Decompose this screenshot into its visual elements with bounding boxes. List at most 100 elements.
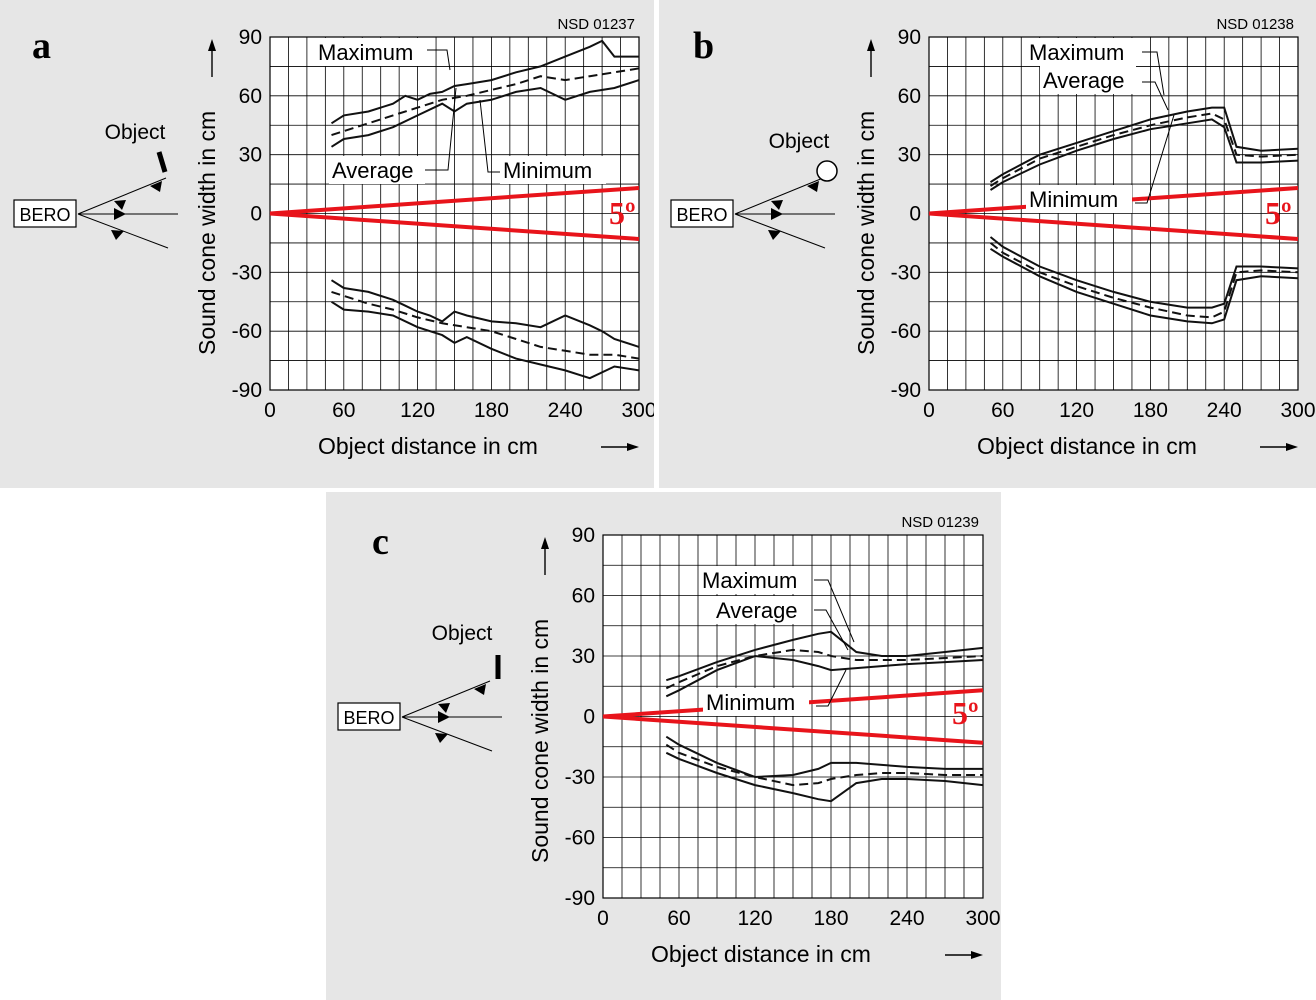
y-axis-label: Sound cone width in cm bbox=[194, 111, 220, 355]
curve-label-minimum: Minimum bbox=[706, 690, 795, 715]
x-axis-label: Object distance in cm bbox=[651, 941, 871, 967]
panel-label-c: c bbox=[372, 521, 389, 563]
x-tick-label: 240 bbox=[1207, 399, 1242, 422]
series-maximum-lower bbox=[665, 751, 984, 803]
label-bg-average bbox=[1040, 66, 1136, 94]
x-tick-label: 180 bbox=[1133, 399, 1168, 422]
x-tick-label: 0 bbox=[597, 907, 609, 930]
arrowhead-center bbox=[114, 208, 126, 220]
x-tick-label: 180 bbox=[474, 399, 509, 422]
x-tick-label: 300 bbox=[1280, 399, 1315, 422]
y-tick-label: -30 bbox=[891, 261, 921, 284]
x-tick-label: 240 bbox=[548, 399, 583, 422]
cone-line-lower bbox=[602, 714, 984, 745]
curve-labels: Maximum Average Minimum bbox=[315, 38, 606, 184]
y-tick-label: 0 bbox=[250, 203, 262, 226]
leader-minimum bbox=[816, 669, 847, 707]
x-tick-label: 60 bbox=[667, 907, 690, 930]
x-tick-label: 60 bbox=[991, 399, 1014, 422]
arrowhead-upper-return bbox=[438, 703, 450, 713]
curve-label-minimum: Minimum bbox=[503, 158, 592, 183]
x-tick-label: 60 bbox=[332, 399, 355, 422]
leader-average bbox=[1142, 81, 1169, 111]
object-circle bbox=[816, 160, 838, 182]
leader-maximum bbox=[1142, 51, 1165, 96]
cone-angle-label: 5º bbox=[1265, 195, 1292, 231]
leader-minimum bbox=[479, 99, 500, 173]
arrowhead-lower bbox=[111, 230, 124, 240]
series-minimum-upper bbox=[989, 118, 1299, 191]
label-bg-minimum bbox=[1026, 185, 1132, 213]
y-tick-label: 90 bbox=[239, 26, 262, 49]
series-average-lower bbox=[989, 242, 1299, 319]
label-bg-minimum bbox=[703, 688, 809, 716]
series-minimum-lower bbox=[665, 735, 983, 779]
y-tick-label: 90 bbox=[572, 524, 595, 547]
arrowhead-lower bbox=[768, 230, 781, 240]
curve-label-maximum: Maximum bbox=[1029, 40, 1124, 65]
beam-upper bbox=[734, 177, 824, 215]
object-label: Object bbox=[105, 121, 166, 144]
x-tick-label: 120 bbox=[400, 399, 435, 422]
y-axis-label: Sound cone width in cm bbox=[853, 111, 879, 355]
x-tick-label: 300 bbox=[965, 907, 1000, 930]
chart-panel-b: b NSD 01238 90 60 30 0 -30 -60 -90 0 60 120 180 240 3… bbox=[659, 0, 1316, 488]
object-label: Object bbox=[432, 622, 493, 645]
series-average-lower bbox=[665, 743, 983, 787]
series-average-upper bbox=[989, 112, 1299, 187]
cone-line-lower bbox=[269, 211, 640, 241]
label-bg-maximum bbox=[315, 38, 427, 66]
chart-panel-c: c NSD 01239 90 60 30 0 -30 -60 -90 0 60 120 180 240 3… bbox=[326, 492, 1001, 1000]
curve-label-maximum: Maximum bbox=[318, 40, 413, 65]
y-tick-label: 60 bbox=[898, 85, 921, 108]
y-tick-label: -90 bbox=[891, 379, 921, 402]
y-tick-label: -60 bbox=[891, 320, 921, 343]
x-axis-arrowhead bbox=[971, 951, 983, 959]
bero-label: BERO bbox=[676, 205, 727, 225]
label-bg-maximum bbox=[699, 566, 811, 594]
y-tick-label: -60 bbox=[565, 827, 595, 850]
leader-maximum bbox=[814, 579, 855, 643]
object-plate bbox=[156, 151, 168, 173]
series-maximum-upper bbox=[665, 630, 984, 682]
panel-label-a: a bbox=[32, 25, 51, 67]
panel-label-b: b bbox=[693, 25, 714, 67]
series-minimum-upper bbox=[330, 79, 640, 148]
cone-angle-label: 5º bbox=[952, 695, 979, 731]
x-tick-label: 0 bbox=[264, 399, 276, 422]
curve-labels: Maximum Average Minimum bbox=[1026, 38, 1175, 213]
y-tick-label: 0 bbox=[583, 706, 595, 729]
bero-label: BERO bbox=[343, 708, 394, 728]
series-minimum-upper bbox=[665, 654, 984, 698]
series-average-upper bbox=[331, 67, 640, 137]
arrowhead-upper-return bbox=[771, 200, 783, 210]
y-tick-label: -60 bbox=[232, 320, 262, 343]
curve-label-minimum: Minimum bbox=[1029, 187, 1118, 212]
bero-label: BERO bbox=[19, 205, 70, 225]
y-tick-label: 0 bbox=[909, 203, 921, 226]
y-tick-label: -30 bbox=[232, 261, 262, 284]
beam-upper bbox=[77, 177, 167, 215]
y-tick-label: 30 bbox=[572, 645, 595, 668]
y-axis-arrowhead bbox=[541, 537, 549, 549]
curve-label-average: Average bbox=[332, 158, 414, 183]
x-axis-arrowhead bbox=[1286, 443, 1298, 451]
curve-labels: Maximum Average Minimum bbox=[699, 566, 855, 716]
y-tick-label: -90 bbox=[232, 379, 262, 402]
bero-box bbox=[670, 199, 734, 228]
x-axis-label: Object distance in cm bbox=[318, 433, 538, 459]
arrowhead-upper-out bbox=[150, 181, 162, 192]
y-axis-arrowhead bbox=[867, 39, 875, 51]
series-maximum-upper bbox=[989, 106, 1299, 183]
label-bg-minimum bbox=[500, 156, 606, 184]
x-tick-label: 120 bbox=[1059, 399, 1094, 422]
cone-line-lower bbox=[928, 211, 1299, 241]
arrowhead-center bbox=[438, 711, 450, 723]
bero-box bbox=[13, 199, 77, 228]
curve-label-average: Average bbox=[716, 598, 798, 623]
x-tick-label: 180 bbox=[813, 907, 848, 930]
x-tick-label: 0 bbox=[923, 399, 935, 422]
bero-box bbox=[337, 702, 401, 731]
